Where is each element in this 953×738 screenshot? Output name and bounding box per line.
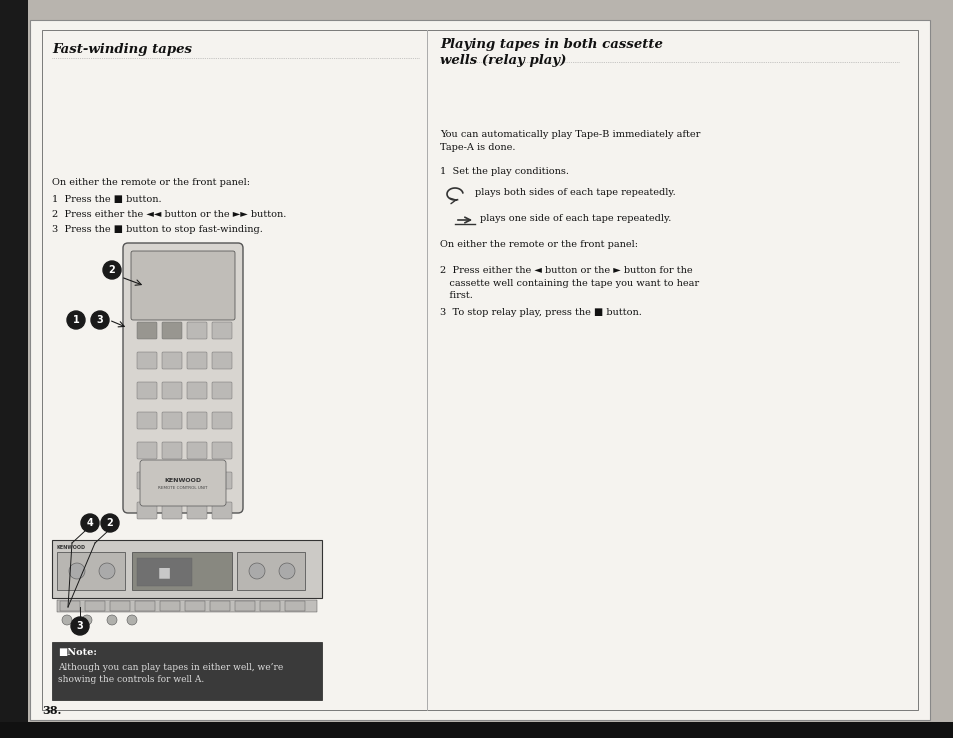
FancyBboxPatch shape (187, 442, 207, 459)
Text: plays one side of each tape repeatedly.: plays one side of each tape repeatedly. (479, 214, 671, 223)
FancyBboxPatch shape (137, 412, 157, 429)
Text: On either the remote or the front panel:: On either the remote or the front panel: (52, 178, 250, 187)
Circle shape (127, 615, 137, 625)
Circle shape (103, 261, 121, 279)
FancyBboxPatch shape (137, 442, 157, 459)
FancyBboxPatch shape (187, 352, 207, 369)
Text: Although you can play tapes in either well, we’re
showing the controls for well : Although you can play tapes in either we… (58, 663, 283, 684)
Text: Fast-winding tapes: Fast-winding tapes (52, 43, 192, 56)
FancyBboxPatch shape (137, 382, 157, 399)
FancyBboxPatch shape (123, 243, 243, 513)
FancyBboxPatch shape (212, 472, 232, 489)
Text: KENWOOD: KENWOOD (57, 545, 86, 550)
Circle shape (101, 514, 119, 532)
FancyBboxPatch shape (162, 502, 182, 519)
Text: 3  To stop relay play, press the ■ button.: 3 To stop relay play, press the ■ button… (439, 308, 641, 317)
FancyBboxPatch shape (137, 502, 157, 519)
Text: 2: 2 (107, 518, 113, 528)
Text: 2: 2 (109, 265, 115, 275)
Text: 1: 1 (72, 315, 79, 325)
Circle shape (81, 514, 99, 532)
Bar (57, 600, 316, 612)
FancyBboxPatch shape (162, 412, 182, 429)
Text: 38.: 38. (42, 705, 61, 716)
FancyBboxPatch shape (187, 382, 207, 399)
FancyBboxPatch shape (212, 382, 232, 399)
FancyBboxPatch shape (212, 442, 232, 459)
Bar (160, 601, 180, 611)
FancyBboxPatch shape (137, 472, 157, 489)
FancyBboxPatch shape (212, 352, 232, 369)
Bar (234, 601, 254, 611)
FancyBboxPatch shape (162, 442, 182, 459)
Circle shape (62, 615, 71, 625)
Bar (236, 552, 305, 590)
Bar (185, 601, 205, 611)
FancyBboxPatch shape (187, 412, 207, 429)
Bar (52, 642, 322, 700)
Bar (110, 601, 130, 611)
FancyBboxPatch shape (187, 472, 207, 489)
FancyBboxPatch shape (187, 502, 207, 519)
Text: 4: 4 (87, 518, 93, 528)
Text: 1  Set the play conditions.: 1 Set the play conditions. (439, 167, 568, 176)
Circle shape (67, 311, 85, 329)
Text: ■: ■ (157, 565, 171, 579)
Bar (285, 601, 305, 611)
Bar (57, 552, 125, 590)
Circle shape (278, 563, 294, 579)
Text: 1  Press the ■ button.: 1 Press the ■ button. (52, 195, 161, 204)
Text: plays both sides of each tape repeatedly.: plays both sides of each tape repeatedly… (475, 188, 675, 197)
Text: 3  Press the ■ button to stop fast-winding.: 3 Press the ■ button to stop fast-windin… (52, 225, 263, 234)
Bar (210, 601, 230, 611)
FancyBboxPatch shape (131, 251, 234, 320)
Bar (85, 601, 105, 611)
Text: ■Note:: ■Note: (58, 648, 97, 657)
Bar (52, 540, 322, 598)
Text: Playing tapes in both cassette
wells (relay play): Playing tapes in both cassette wells (re… (439, 38, 662, 67)
FancyBboxPatch shape (162, 352, 182, 369)
Circle shape (69, 563, 85, 579)
FancyBboxPatch shape (212, 322, 232, 339)
Circle shape (99, 563, 115, 579)
Text: REMOTE CONTROL UNIT: REMOTE CONTROL UNIT (158, 486, 208, 490)
Bar (0, 0, 28, 738)
FancyBboxPatch shape (212, 502, 232, 519)
FancyBboxPatch shape (212, 412, 232, 429)
FancyBboxPatch shape (137, 352, 157, 369)
Circle shape (71, 617, 89, 635)
Circle shape (107, 615, 117, 625)
FancyBboxPatch shape (137, 322, 157, 339)
FancyBboxPatch shape (162, 322, 182, 339)
Text: On either the remote or the front panel:: On either the remote or the front panel: (439, 240, 638, 249)
Text: KENWOOD: KENWOOD (164, 478, 201, 483)
FancyBboxPatch shape (162, 382, 182, 399)
Bar (137, 558, 192, 586)
Bar (60, 601, 80, 611)
Text: 2  Press either the ◄◄ button or the ►► button.: 2 Press either the ◄◄ button or the ►► b… (52, 210, 286, 219)
Bar (0, 722, 953, 738)
Bar (135, 601, 154, 611)
FancyBboxPatch shape (140, 460, 226, 506)
Text: 3: 3 (76, 621, 83, 631)
Circle shape (82, 615, 91, 625)
Text: 3: 3 (96, 315, 103, 325)
Circle shape (249, 563, 265, 579)
Circle shape (91, 311, 109, 329)
Bar (132, 552, 232, 590)
Text: 2  Press either the ◄ button or the ► button for the
   cassette well containing: 2 Press either the ◄ button or the ► but… (439, 266, 699, 300)
Text: You can automatically play Tape-B immediately after
Tape-A is done.: You can automatically play Tape-B immedi… (439, 130, 700, 151)
FancyBboxPatch shape (187, 322, 207, 339)
Bar (260, 601, 280, 611)
FancyBboxPatch shape (162, 472, 182, 489)
